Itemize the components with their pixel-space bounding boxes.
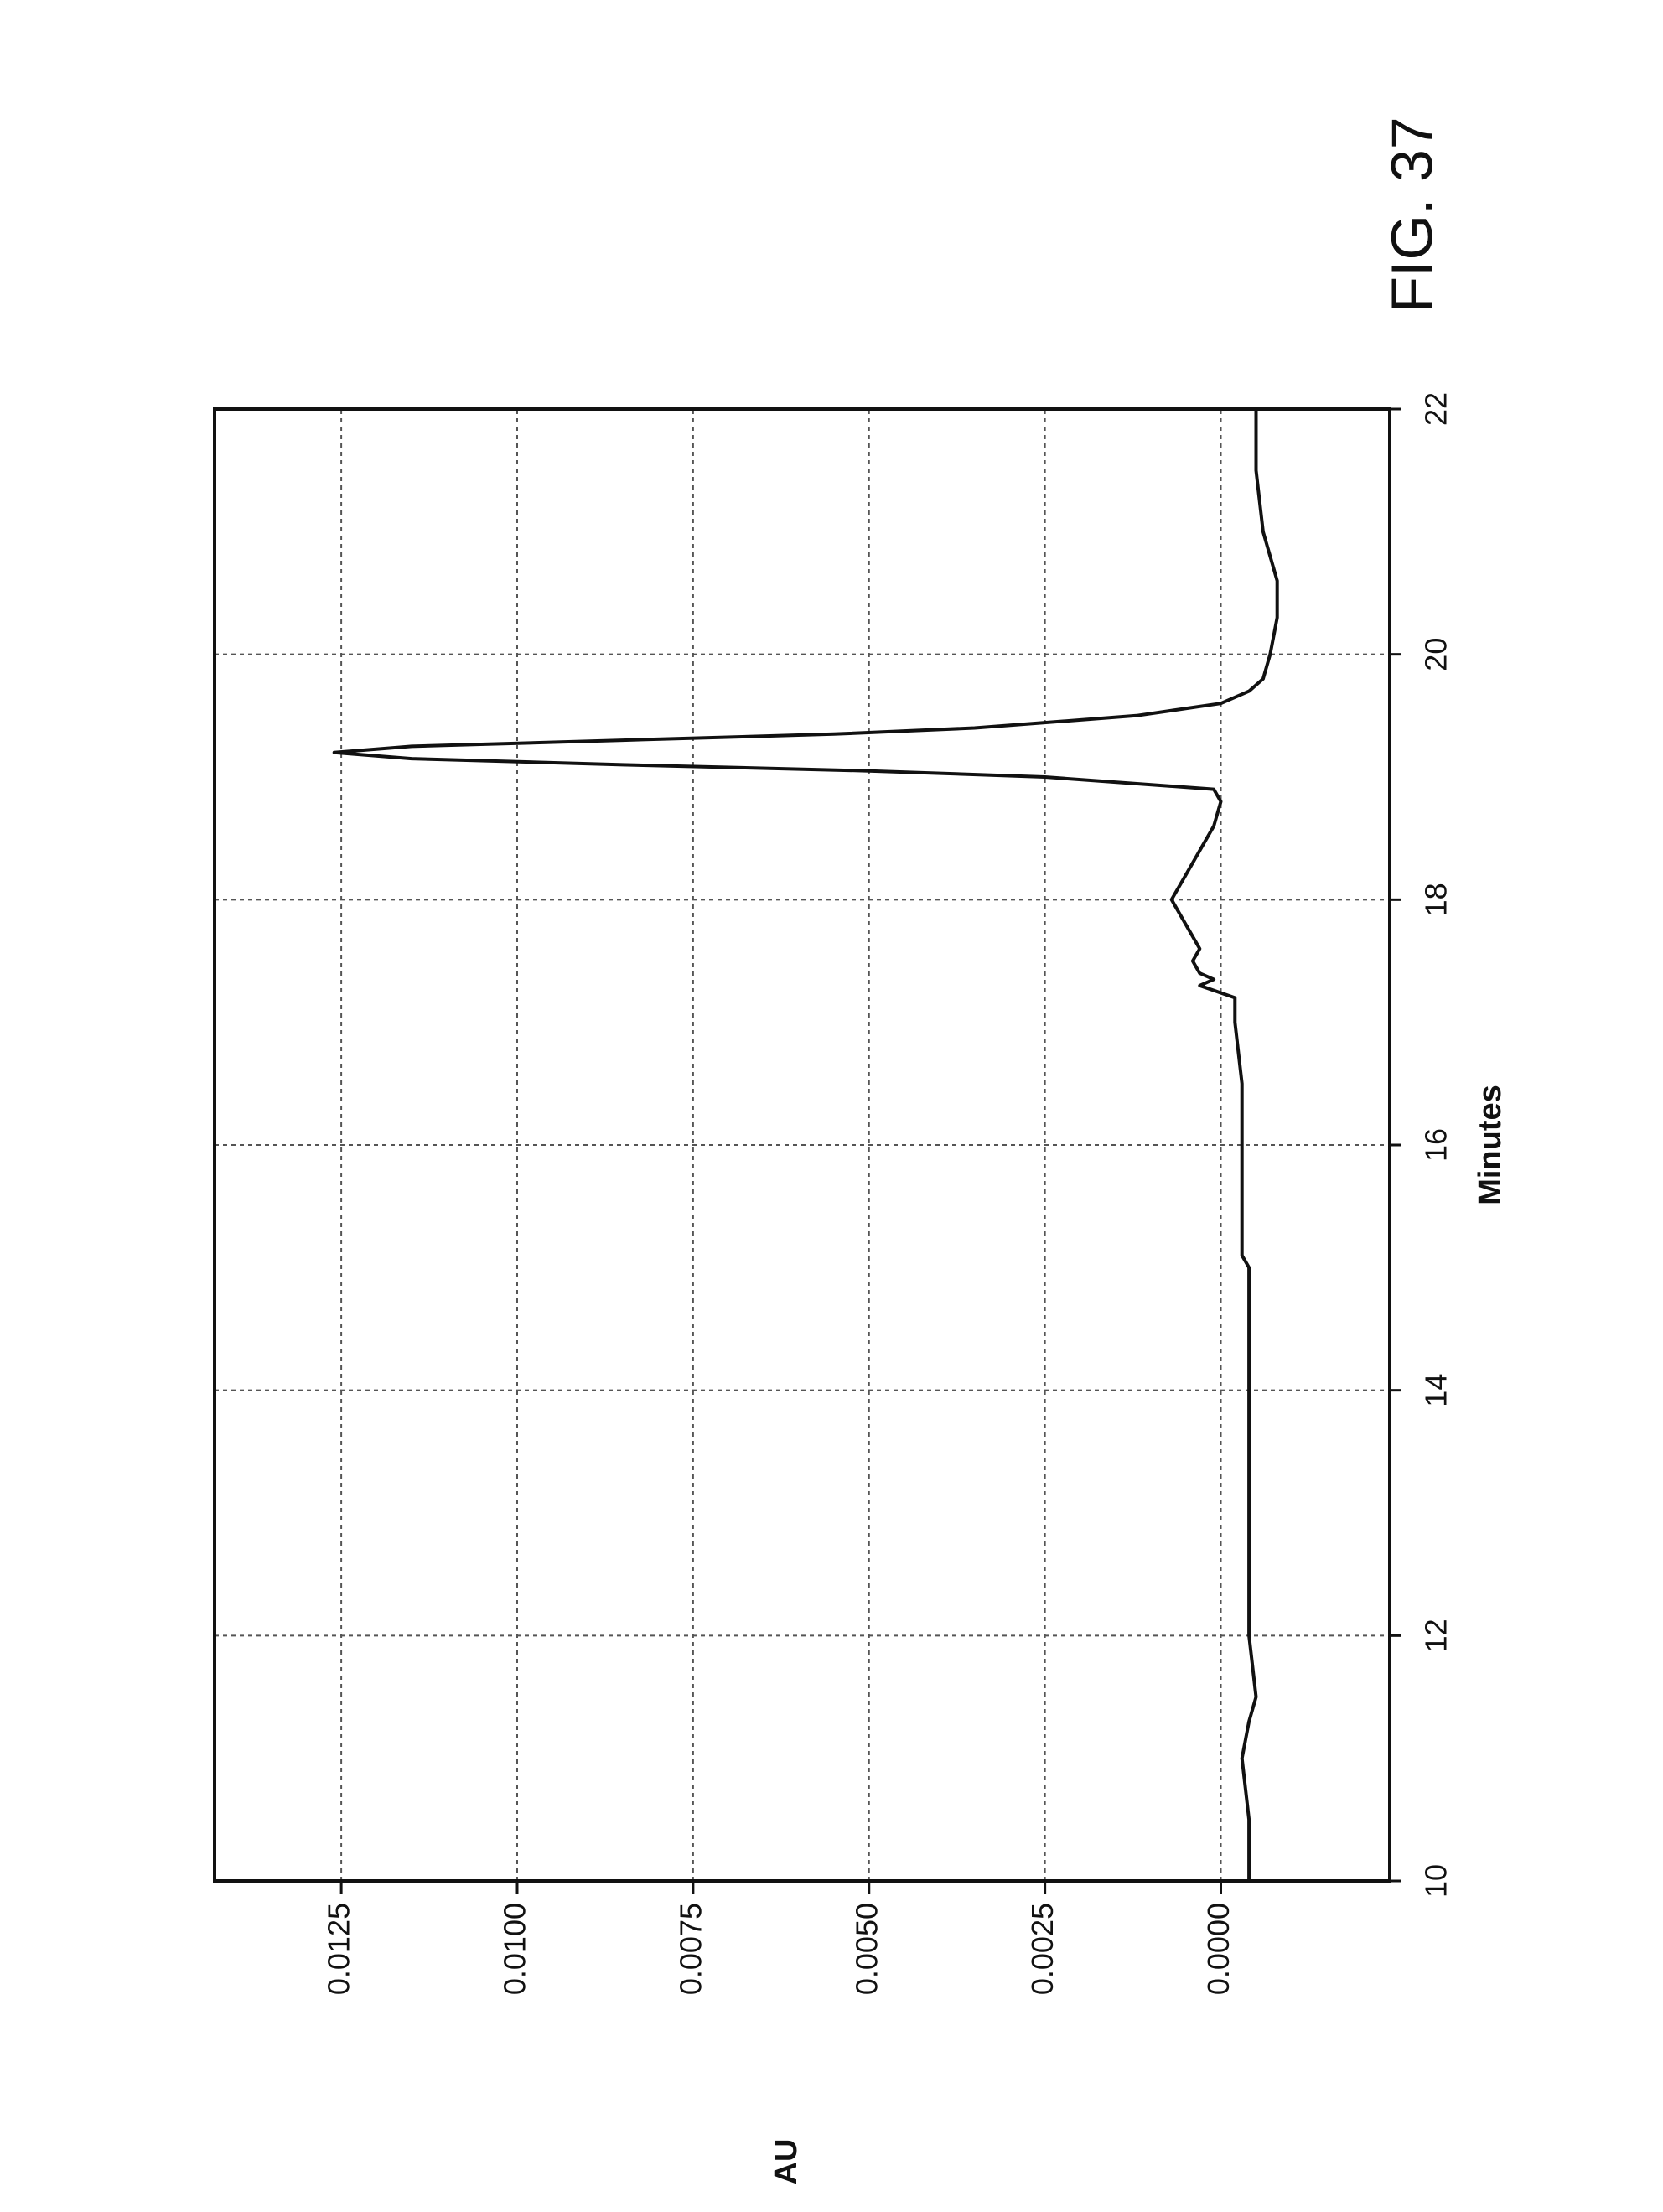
- x-tick-label: 20: [1419, 638, 1453, 671]
- y-tick-label: 0.0075: [673, 1903, 707, 1995]
- plot-group: Minutes AU 10 12 14 16 18 20 22 0.0000 0.0025 0.0…: [215, 392, 1508, 2184]
- x-tick-label: 14: [1419, 1374, 1453, 1407]
- y-tick-label: 0.0050: [849, 1903, 883, 1995]
- y-axis-title: AU: [769, 2139, 804, 2185]
- x-axis-title: Minutes: [1473, 1085, 1508, 1205]
- x-tick-label: 22: [1419, 392, 1453, 426]
- x-tick-label: 12: [1419, 1619, 1453, 1652]
- y-tick-label: 0.0100: [498, 1903, 532, 1995]
- y-tick-label: 0.0000: [1201, 1903, 1236, 1995]
- x-tick-label: 10: [1419, 1864, 1453, 1898]
- x-tick-label: 16: [1419, 1128, 1453, 1162]
- y-tick-label: 0.0125: [322, 1903, 356, 1995]
- figure-label: FIG. 37: [1379, 117, 1444, 312]
- y-tick-label: 0.0025: [1025, 1903, 1059, 1995]
- x-tick-label: 18: [1419, 883, 1453, 916]
